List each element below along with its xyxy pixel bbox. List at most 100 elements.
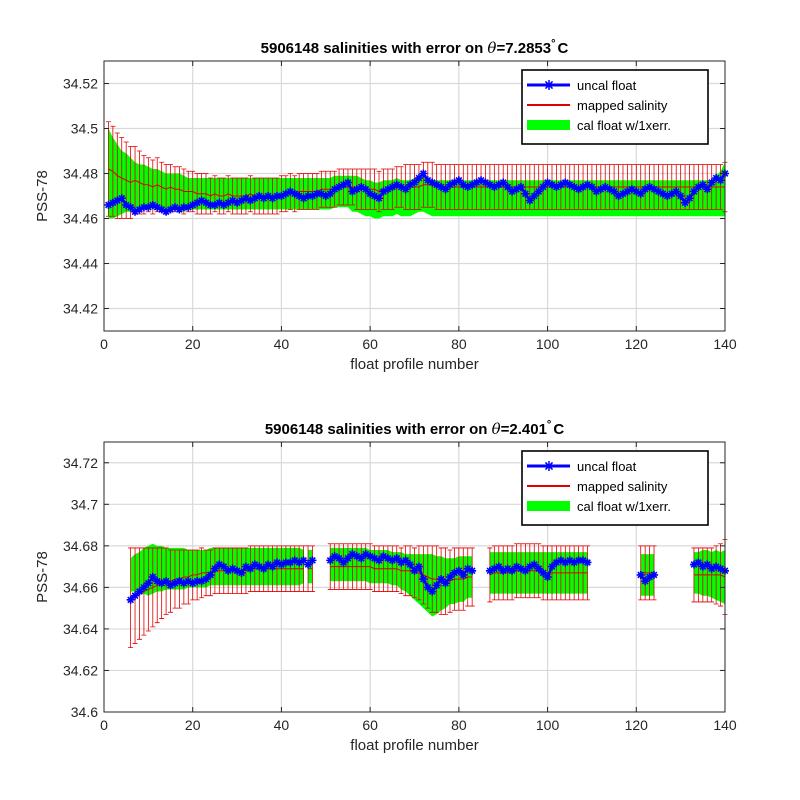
- y-tick-label: 34.5: [71, 121, 98, 137]
- x-tick-label: 40: [274, 717, 290, 733]
- uncal-float-point: [414, 562, 423, 571]
- uncal-float-point: [548, 562, 557, 571]
- title-degree: °: [551, 38, 555, 50]
- uncal-float-point: [383, 185, 392, 194]
- uncal-float-point: [175, 577, 184, 586]
- uncal-float-point: [108, 198, 117, 207]
- uncal-float-point: [339, 558, 348, 567]
- uncal-float-point: [703, 185, 712, 194]
- uncal-float-point: [197, 196, 206, 205]
- x-axis-label: float profile number: [350, 356, 478, 373]
- title-value: =7.2853: [496, 40, 551, 57]
- uncal-float-point: [596, 185, 605, 194]
- uncal-float-point: [219, 562, 228, 571]
- uncal-float-point: [277, 192, 286, 200]
- uncal-float-point: [685, 194, 694, 203]
- uncal-float-point: [521, 566, 530, 575]
- legend-cal-swatch: [527, 120, 570, 130]
- uncal-float-point: [162, 207, 171, 216]
- y-tick-label: 34.46: [63, 211, 98, 227]
- y-tick-label: 34.44: [63, 256, 98, 272]
- uncal-float-point: [561, 558, 570, 567]
- uncal-float-point: [437, 183, 446, 191]
- legend-label: mapped salinity: [577, 479, 668, 494]
- mapped-error-bar: [584, 545, 590, 601]
- x-tick-label: 0: [100, 717, 108, 733]
- uncal-float-point: [357, 554, 366, 563]
- uncal-float-point: [272, 558, 281, 567]
- uncal-float-point: [423, 583, 432, 592]
- legend-label: cal float w/1xerr.: [577, 118, 671, 133]
- uncal-float-point: [148, 201, 157, 209]
- uncal-float-point: [153, 577, 162, 586]
- uncal-float-point: [330, 552, 339, 561]
- uncal-float-point: [419, 575, 428, 584]
- uncal-float-point: [543, 573, 552, 581]
- uncal-float-point: [286, 187, 295, 196]
- y-tick-label: 34.52: [63, 76, 98, 92]
- uncal-float-point: [428, 587, 437, 596]
- uncal-float-point: [610, 187, 619, 196]
- x-tick-label: 20: [185, 717, 201, 733]
- uncal-float-point: [237, 196, 246, 205]
- uncal-float-point: [290, 189, 299, 198]
- mapped-salinity-line: [693, 574, 726, 578]
- uncal-float-point: [157, 579, 166, 588]
- uncal-float-point: [627, 185, 636, 194]
- uncal-float-point: [410, 566, 419, 575]
- uncal-float-point: [312, 189, 321, 198]
- y-tick-label: 34.48: [63, 166, 98, 182]
- uncal-float-point: [583, 558, 592, 567]
- uncal-float-point: [437, 575, 446, 584]
- uncal-float-point: [352, 185, 361, 194]
- uncal-float-point: [645, 183, 654, 191]
- uncal-float-point: [539, 568, 548, 577]
- uncal-float-point: [255, 192, 264, 200]
- legend-uncal-marker: [544, 461, 554, 471]
- uncal-float-point: [423, 176, 432, 185]
- uncal-float-point: [601, 183, 610, 191]
- uncal-float-point: [445, 180, 454, 189]
- uncal-float-point: [343, 554, 352, 563]
- uncal-float-point: [552, 183, 561, 191]
- uncal-float-point: [397, 183, 406, 191]
- uncal-float-point: [450, 568, 459, 577]
- uncal-float-point: [419, 169, 428, 178]
- uncal-float-point: [375, 194, 384, 203]
- uncal-float-point: [508, 566, 517, 575]
- uncal-float-point: [650, 185, 659, 194]
- uncal-float-point: [259, 194, 268, 203]
- uncal-float-point: [468, 180, 477, 189]
- uncal-float-point: [681, 198, 690, 207]
- uncal-float-point: [712, 174, 721, 182]
- uncal-float-point: [472, 178, 481, 187]
- uncal-float-point: [521, 189, 530, 198]
- uncal-float-point: [636, 570, 645, 579]
- uncal-float-point: [259, 564, 268, 573]
- uncal-float-point: [215, 560, 224, 569]
- bottom-salinity-plot: 0 20 40 60 80 100 120 140 34.6 34.62 34.64 34.66 34.…: [34, 419, 737, 754]
- uncal-float-point: [477, 176, 486, 185]
- uncal-float-point: [268, 562, 277, 571]
- uncal-float-point: [383, 554, 392, 563]
- uncal-float-point: [441, 579, 450, 588]
- uncal-float-point: [361, 550, 370, 559]
- uncal-float-point: [587, 183, 596, 191]
- uncal-float-point: [157, 205, 166, 214]
- legend-label: uncal float: [577, 78, 637, 93]
- uncal-float-point: [348, 187, 357, 196]
- uncal-float-point: [224, 566, 233, 575]
- uncal-float-point: [490, 564, 499, 573]
- uncal-float-point: [632, 187, 641, 196]
- uncal-float-point: [459, 570, 468, 579]
- chart-title: 5906148 salinities with error on θ=7.285…: [261, 38, 569, 57]
- uncal-float-point: [454, 176, 463, 185]
- uncal-float-point: [144, 579, 153, 588]
- x-tick-label: 80: [451, 717, 467, 733]
- uncal-float-point: [241, 194, 250, 203]
- uncal-float-point: [698, 562, 707, 571]
- uncal-float-point: [224, 198, 233, 207]
- uncal-float-point: [246, 564, 255, 573]
- y-tick-label: 34.6: [71, 704, 98, 720]
